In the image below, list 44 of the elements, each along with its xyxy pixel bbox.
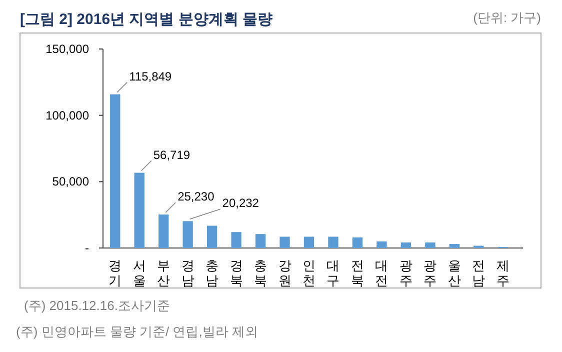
x-tick-label: 서울 xyxy=(132,258,146,288)
y-tick-label: 100,000 xyxy=(46,108,90,122)
x-tick-label: 대전 xyxy=(375,258,388,288)
text: (단위: 가구) xyxy=(473,10,541,25)
bar xyxy=(134,172,144,248)
bar xyxy=(206,226,218,248)
bar xyxy=(352,237,363,248)
x-tick-label: 대구 xyxy=(326,258,340,288)
text: (주) 2015.12.16.조사기준 xyxy=(24,298,170,313)
x-tick-label: 전남 xyxy=(472,258,486,288)
data-label: 115,849 xyxy=(129,69,172,84)
bar xyxy=(158,214,169,248)
x-tick-label: 전북 xyxy=(350,258,364,288)
y-tick-label: 50,000 xyxy=(52,174,90,189)
x-tick-label: 광주 xyxy=(399,258,412,288)
data-label: 56,719 xyxy=(153,148,190,162)
bar xyxy=(110,94,120,248)
x-tick-label: 인천 xyxy=(302,258,316,288)
x-tick-label: 경기 xyxy=(108,258,122,288)
bar xyxy=(376,241,387,248)
bar xyxy=(255,234,266,248)
bar xyxy=(425,242,436,248)
x-tick-label: 경남 xyxy=(181,258,194,288)
x-tick-label: 광주 xyxy=(424,258,437,288)
x-tick-label: 부산 xyxy=(157,258,170,288)
data-label: 20,232 xyxy=(222,196,260,210)
bar xyxy=(182,221,193,248)
x-tick-label: 경북 xyxy=(230,258,243,288)
x-tick-label: 울산 xyxy=(448,258,461,288)
text: (주) 민영아파트 물량 기준/ 연립,빌라 제외 xyxy=(16,324,258,339)
bar xyxy=(328,236,338,248)
x-tick-label: 충북 xyxy=(254,258,268,288)
bar xyxy=(400,242,412,248)
bar xyxy=(449,244,460,248)
data-label: 25,230 xyxy=(178,190,215,204)
x-tick-label: 충남 xyxy=(206,258,219,288)
y-tick-label: - xyxy=(85,241,89,255)
x-tick-label: 제주 xyxy=(496,258,510,288)
bar xyxy=(280,236,290,248)
y-tick-label: 150,000 xyxy=(46,42,90,56)
chart-title: [그림 2] 2016년 지역별 분양계획 물량 xyxy=(20,11,273,28)
x-tick-label: 강원 xyxy=(278,258,292,288)
bar xyxy=(231,232,242,248)
bar xyxy=(304,236,314,248)
